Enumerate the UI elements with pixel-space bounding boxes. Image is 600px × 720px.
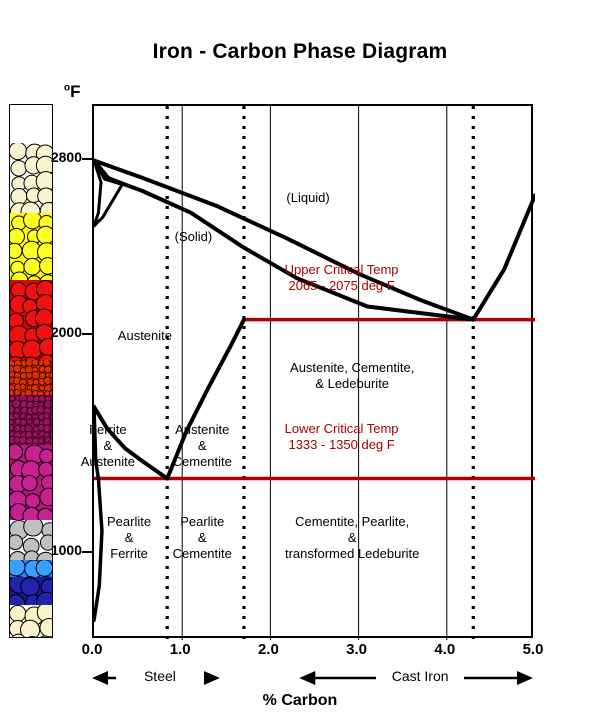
y-axis-tick-mark [82, 550, 92, 553]
microstructure-band [10, 105, 52, 143]
plot-area [92, 104, 535, 640]
phase-diagram-plot [94, 106, 535, 640]
y-axis-tick-label: 1000 [50, 541, 82, 558]
microstructure-band [10, 577, 52, 605]
phase-boundary-curve [94, 158, 124, 228]
phase-boundary-curve [94, 405, 104, 623]
y-axis-tick-mark [82, 158, 92, 161]
x-axis-tick-label: 3.0 [346, 641, 368, 658]
grain-pattern [10, 445, 52, 520]
range-arrow-head-left [299, 671, 316, 685]
x-axis-title: % Carbon [262, 692, 338, 709]
phase-boundary-curve [94, 158, 476, 322]
phase-boundary-curve [94, 158, 476, 322]
x-axis-tick-label: 0.0 [81, 641, 103, 658]
x-axis-tick-label: 1.0 [169, 641, 191, 658]
phase-boundary-curve [94, 404, 170, 481]
y-axis-unit-label: oF [64, 82, 81, 102]
y-axis-tick-label: 2000 [50, 323, 82, 340]
y-axis-tick-mark [82, 332, 92, 335]
microstructure-band [10, 143, 52, 213]
x-axis-tick-label: 2.0 [257, 641, 279, 658]
grain-pattern [10, 395, 52, 445]
grain-pattern [10, 280, 52, 360]
phase-boundary-curve [94, 158, 103, 228]
microstructure-band [10, 520, 52, 560]
microstructure-band [10, 445, 52, 520]
degree-symbol: o [64, 82, 71, 94]
phase-boundary-curve [471, 193, 535, 322]
range-arrow-head-right [203, 671, 220, 685]
microstructure-band [10, 605, 52, 637]
range-label: Steel [115, 668, 204, 684]
microstructure-band [10, 395, 52, 445]
microstructure-band [10, 213, 52, 280]
y-axis-tick-label: 2800 [50, 149, 82, 166]
grain-pattern [10, 143, 52, 213]
y-axis-unit: F [70, 82, 81, 101]
grain-pattern [10, 213, 52, 280]
microstructure-band [10, 360, 52, 395]
range-label: Cast Iron [376, 668, 465, 684]
page-title: Iron - Carbon Phase Diagram [152, 40, 448, 63]
phase-boundary-curve [165, 317, 246, 481]
microstructure-band [10, 560, 52, 577]
grain-pattern [10, 560, 52, 577]
range-arrow-head-left [92, 671, 108, 685]
microstructure-colour-strip [9, 104, 53, 638]
microstructure-band [10, 280, 52, 360]
x-axis-tick-label: 5.0 [522, 641, 544, 658]
x-axis-tick-label: 4.0 [434, 641, 456, 658]
carbon-range-annotations: Steel Cast Iron [0, 666, 600, 690]
grain-pattern [10, 360, 52, 395]
grain-pattern [10, 605, 52, 637]
range-arrow-head-right [517, 671, 533, 685]
grain-pattern [10, 520, 52, 560]
grain-pattern [10, 577, 52, 605]
range-arrows [92, 671, 533, 685]
